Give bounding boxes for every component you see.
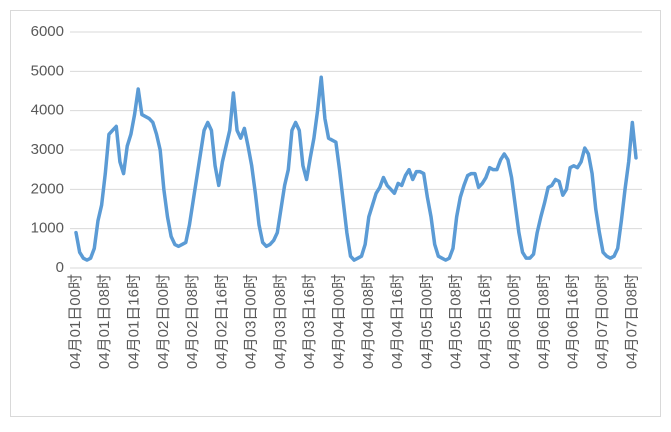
data-line [74, 75, 638, 262]
x-tick-label: 04月01日08时 [96, 274, 113, 369]
x-tick-label: 04月03日08时 [272, 274, 289, 369]
y-tick-label: 0 [56, 259, 64, 276]
x-tick-label: 04月05日16时 [477, 274, 494, 369]
x-tick-label: 04月02日16时 [213, 274, 230, 369]
x-tick-label: 04月04日16时 [389, 274, 406, 369]
x-tick-label: 04月04日08时 [360, 274, 377, 369]
x-tick-label: 04月06日16时 [565, 274, 582, 369]
x-tick-label: 04月02日00时 [155, 274, 172, 369]
y-tick-label: 4000 [31, 102, 64, 119]
chart-border [10, 10, 661, 417]
x-tick-label: 04月06日08时 [535, 274, 552, 369]
x-tick-label: 04月05日08时 [448, 274, 465, 369]
x-tick-label: 04月02日08时 [184, 274, 201, 369]
y-tick-label: 1000 [31, 220, 64, 237]
x-tick-label: 04月05日00时 [418, 274, 435, 369]
x-tick-label: 04月03日16时 [301, 274, 318, 369]
x-tick-label: 04月03日00时 [243, 274, 260, 369]
x-tick-label: 04月06日00时 [506, 274, 523, 369]
y-tick-label: 6000 [31, 23, 64, 40]
x-tick-label: 04月01日00时 [67, 274, 84, 369]
x-tick-label: 04月04日00时 [330, 274, 347, 369]
y-tick-label: 2000 [31, 180, 64, 197]
y-tick-label: 5000 [31, 62, 64, 79]
x-tick-label: 04月07日00时 [594, 274, 611, 369]
y-tick-label: 3000 [31, 141, 64, 158]
x-tick-label: 04月01日16时 [126, 274, 143, 369]
x-tick-label: 04月07日08时 [623, 274, 640, 369]
